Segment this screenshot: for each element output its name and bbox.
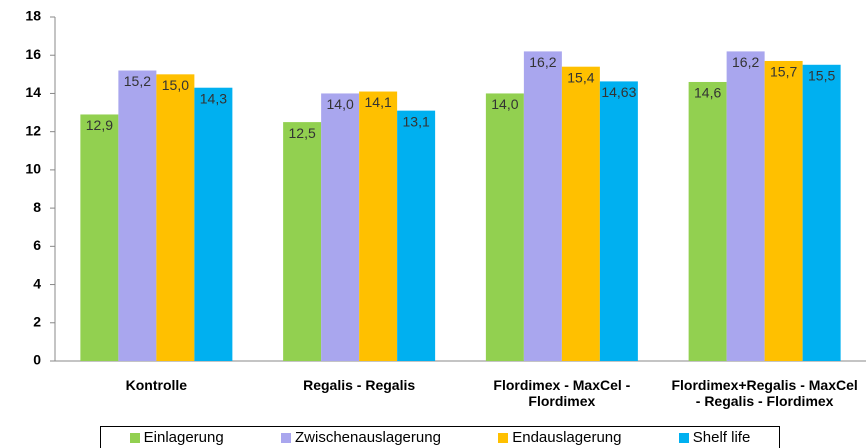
value-label: 12,5 [289,125,316,141]
y-tick-label: 2 [33,313,41,329]
legend: Einlagerung Zwischenauslagerung Endauslage… [100,426,780,448]
legend-item: Endauslagerung [498,429,621,446]
y-tick-label: 12 [25,122,41,138]
legend-swatch [678,432,689,443]
value-label: 15,0 [162,77,189,93]
value-label: 14,63 [601,84,636,100]
value-label: 14,1 [365,94,392,110]
y-tick-label: 4 [33,275,41,291]
value-label: 16,2 [732,54,759,70]
value-label: 14,0 [491,96,518,112]
value-label: 15,5 [808,67,835,83]
bar [764,60,803,361]
bar [118,70,157,361]
value-label: 14,6 [694,85,721,101]
value-label: 13,1 [403,113,430,129]
legend-swatch [498,432,509,443]
legend-label: Einlagerung [143,429,224,446]
bar [321,93,360,361]
value-label: 16,2 [529,54,556,70]
bar [561,66,600,361]
legend-swatch [281,432,291,443]
x-tick-label: Regalis - Regalis [303,377,416,393]
bar [359,91,398,362]
legend-item: Shelf life [678,429,751,446]
value-label: 15,7 [770,64,797,80]
value-label: 15,2 [124,73,151,89]
bar [194,87,233,361]
legend-item: Einlagerung [129,429,224,446]
value-label: 14,3 [200,90,227,106]
value-label: 15,4 [567,69,594,85]
bar [523,51,562,362]
legend-swatch [129,432,140,443]
y-tick-label: 14 [25,84,41,100]
legend-item: Zwischenauslagerung [281,429,441,446]
legend-label: Shelf life [692,429,751,446]
x-tick-label: Kontrolle [125,377,188,393]
bar [80,114,119,361]
y-tick-label: 10 [25,161,41,177]
legend-label: Endauslagerung [512,429,622,446]
x-tick-label: Flordimex - MaxCel - Flordimex [493,377,631,409]
y-tick-label: 16 [25,46,41,62]
x-tick-label: Flordimex+Regalis - MaxCel - Regalis - F… [671,377,858,409]
y-tick-label: 18 [25,8,41,24]
bar [726,51,765,362]
legend-label: Zwischenauslagerung [295,429,441,446]
bar [485,93,524,361]
bar [397,110,436,362]
bar [156,74,195,361]
bar [283,122,322,361]
y-tick-label: 0 [33,352,41,368]
y-tick-label: 6 [33,237,41,253]
value-label: 12,9 [86,117,113,133]
y-tick-label: 8 [33,199,41,215]
bar [688,81,727,361]
bar [802,64,841,362]
bar [599,81,638,361]
value-label: 14,0 [327,96,354,112]
